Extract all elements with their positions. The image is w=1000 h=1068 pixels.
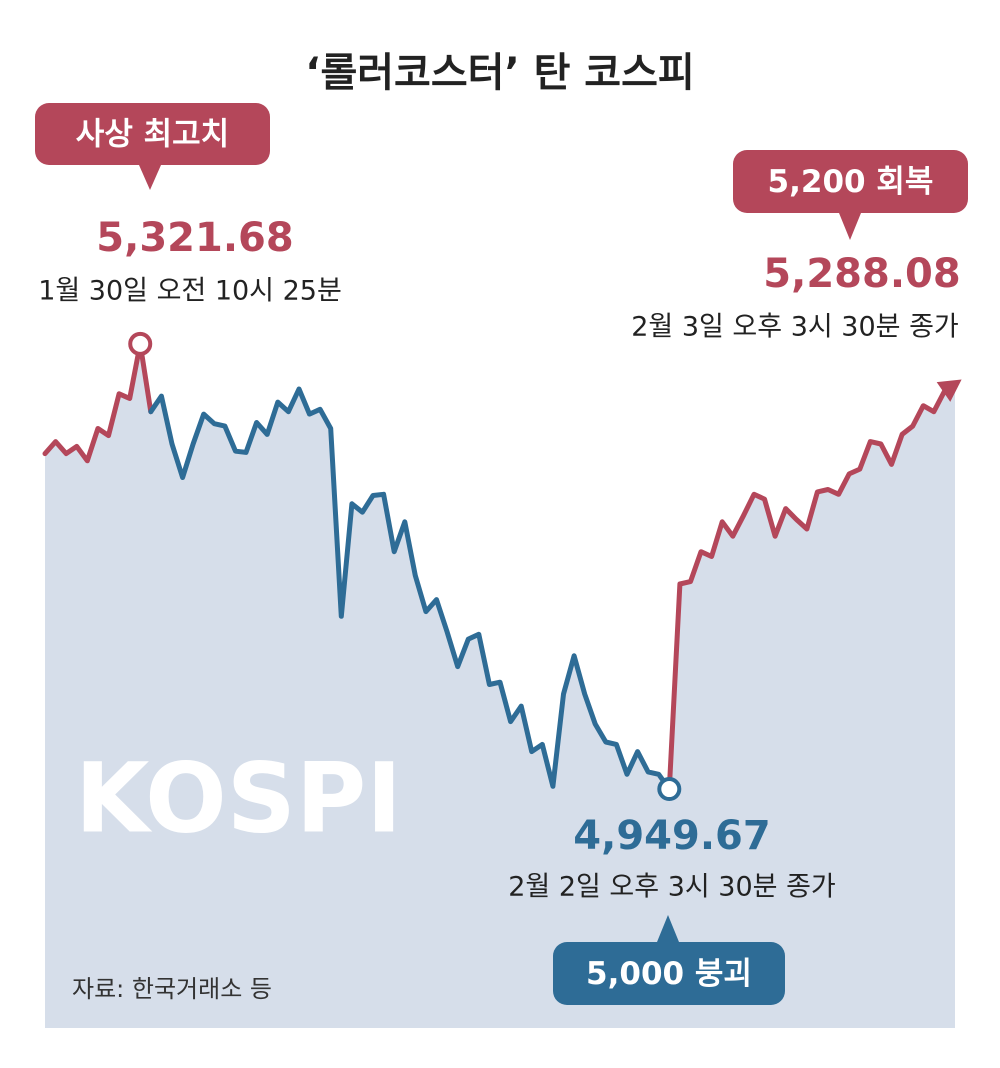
annotation-time: 2월 2일 오후 3시 30분 종가 — [508, 872, 836, 903]
value-label: 4,949.67 — [573, 813, 770, 859]
watermark: KOSPI — [75, 742, 402, 854]
badge — [35, 103, 270, 165]
chart-title: ‘롤러코스터’ 탄 코스피 — [305, 50, 694, 96]
point-marker — [128, 331, 153, 356]
arrow-head — [936, 379, 962, 402]
source: 자료: 한국거래소 등 — [72, 975, 272, 1003]
badge — [553, 942, 785, 1005]
point-marker — [657, 777, 682, 802]
badge-pointer — [657, 915, 679, 942]
line — [666, 381, 958, 792]
badge-label: 사상 최고치 — [76, 117, 229, 153]
annotation-time: 2월 3일 오후 3시 30분 종가 — [631, 312, 959, 343]
badge-pointer — [139, 165, 161, 190]
badge-label: 5,200 회복 — [768, 164, 934, 200]
value-label: 5,321.68 — [96, 215, 293, 261]
line — [42, 341, 154, 464]
annotation-time: 1월 30일 오전 10시 25분 — [38, 276, 342, 307]
line — [148, 386, 672, 792]
badge-pointer — [839, 213, 861, 240]
badge-label: 5,000 붕괴 — [586, 956, 752, 992]
value-label: 5,288.08 — [763, 251, 960, 297]
badge — [733, 150, 968, 213]
